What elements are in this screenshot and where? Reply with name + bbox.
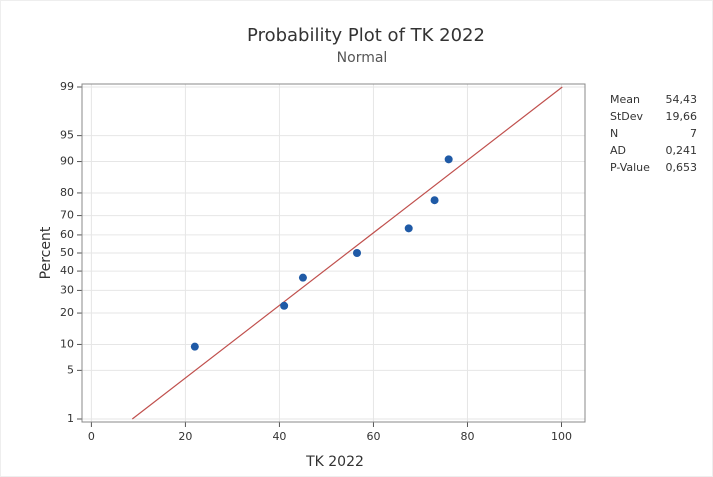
- y-tick-label: 1: [67, 412, 74, 425]
- stat-value: 19,66: [666, 110, 698, 123]
- y-tick-label: 60: [60, 228, 74, 241]
- x-axis-label: TK 2022: [305, 454, 364, 470]
- fit-line: [131, 86, 563, 420]
- stat-name: StDev: [610, 110, 644, 123]
- x-tick-label: 0: [88, 430, 95, 443]
- data-point: [190, 342, 199, 351]
- y-tick-label: 50: [60, 246, 74, 259]
- stat-name: AD: [610, 144, 626, 157]
- x-tick-label: 40: [272, 430, 286, 443]
- chart-subtitle: Normal: [337, 50, 388, 66]
- x-tick-label: 100: [551, 430, 572, 443]
- y-tick-label: 5: [67, 363, 74, 376]
- y-tick-label: 80: [60, 186, 74, 199]
- stat-value: 0,653: [666, 161, 698, 174]
- data-point: [444, 155, 453, 164]
- y-tick-label: 20: [60, 306, 74, 319]
- y-tick-label: 90: [60, 155, 74, 168]
- stat-value: 7: [690, 127, 697, 140]
- stat-value: 0,241: [666, 144, 698, 157]
- stat-value: 54,43: [666, 93, 698, 106]
- y-tick-label: 40: [60, 264, 74, 277]
- x-tick-label: 20: [178, 430, 192, 443]
- data-point: [404, 224, 413, 233]
- y-tick-label: 70: [60, 209, 74, 222]
- y-tick-label: 99: [60, 80, 74, 93]
- y-tick-label: 95: [60, 129, 74, 142]
- stat-name: N: [610, 127, 618, 140]
- y-tick-label: 10: [60, 337, 74, 350]
- data-point: [430, 196, 439, 205]
- x-tick-label: 60: [366, 430, 380, 443]
- stat-name: P-Value: [610, 161, 650, 174]
- plot-frame: [81, 83, 586, 423]
- stat-name: Mean: [610, 93, 640, 106]
- data-point: [298, 273, 307, 282]
- chart-title: Probability Plot of TK 2022: [247, 25, 485, 46]
- y-axis-label: Percent: [38, 226, 54, 279]
- x-tick-label: 80: [460, 430, 474, 443]
- data-point: [353, 249, 362, 257]
- data-point: [280, 301, 289, 310]
- y-tick-label: 30: [60, 283, 74, 296]
